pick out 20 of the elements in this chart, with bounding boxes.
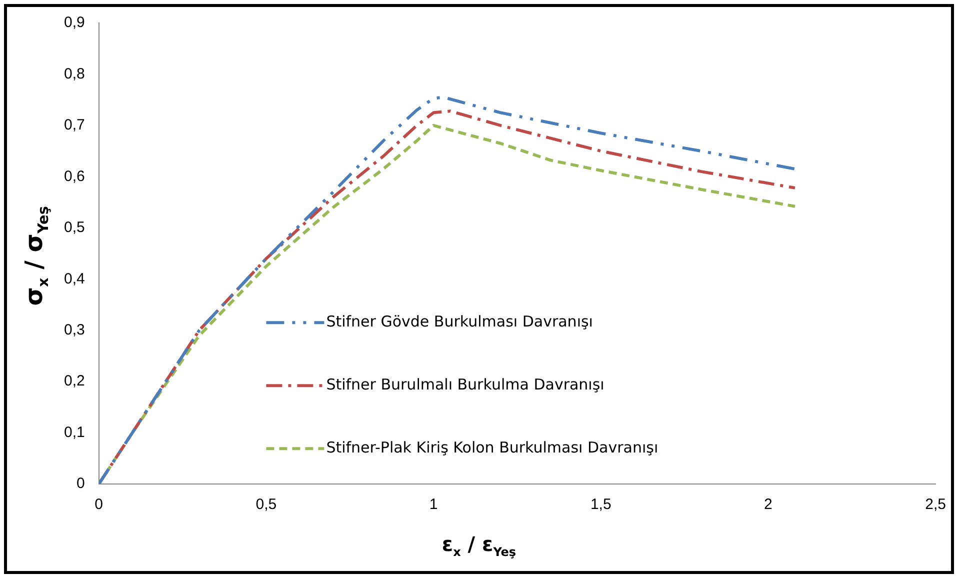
y-tick-label: 0,7 xyxy=(64,116,85,134)
x-tick-label: 1 xyxy=(429,496,438,514)
legend-label: Stifner Gövde Burkulması Davranışı xyxy=(326,312,593,331)
y-tick-label: 0,6 xyxy=(64,168,85,185)
x-tick-label: 2,5 xyxy=(925,496,946,514)
y-tick-label: 0,8 xyxy=(64,65,85,82)
y-tick-label: 0,2 xyxy=(64,372,85,390)
x-tick-label: 0,5 xyxy=(256,496,277,514)
y-tick-label: 0 xyxy=(76,475,85,492)
x-tick-label: 1,5 xyxy=(590,496,612,514)
x-axis-title: ε$_{x}$ / ε$_{Yeş}$ xyxy=(440,532,518,559)
y-tick-label: 0,3 xyxy=(64,321,85,338)
x-tick-label: 0 xyxy=(94,496,104,514)
x-tick-label: 2 xyxy=(764,496,772,514)
y-tick-label: 0,9 xyxy=(64,14,85,32)
legend-label: Stifner-Plak Kiriş Kolon Burkulması Davranışı xyxy=(326,438,658,457)
y-tick-label: 0,5 xyxy=(64,219,85,236)
y-tick-label: 0,1 xyxy=(64,424,85,441)
legend-label: Stifner Burulmalı Burkulma Davranışı xyxy=(326,376,604,394)
y-tick-label: 0,4 xyxy=(64,270,85,288)
